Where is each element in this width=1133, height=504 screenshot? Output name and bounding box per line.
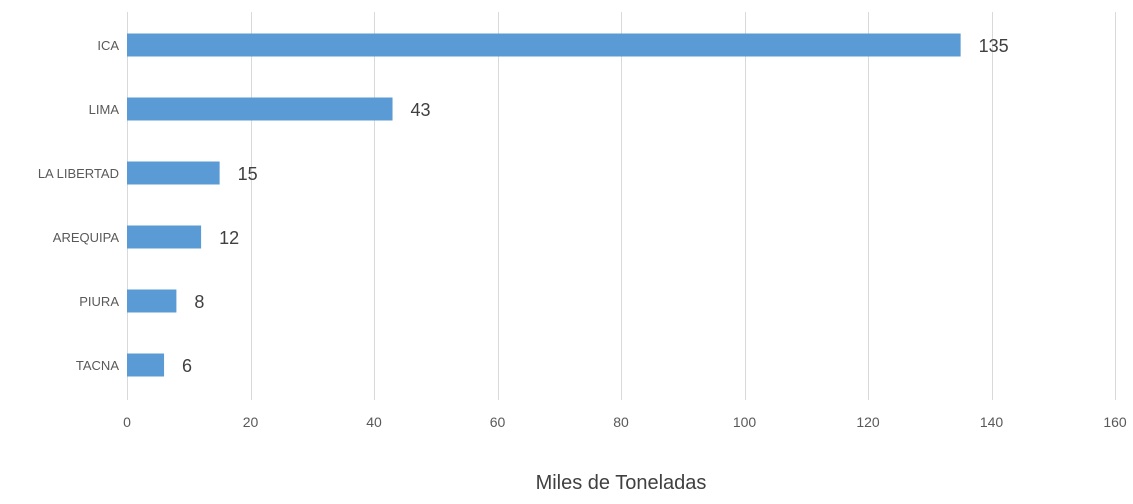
data-label: 43 <box>411 100 431 120</box>
x-tick-label: 0 <box>123 414 131 430</box>
grid-lines <box>127 12 1116 400</box>
data-label: 135 <box>979 36 1009 56</box>
bar <box>127 353 165 377</box>
category-label: AREQUIPA <box>53 230 120 245</box>
data-label: 6 <box>182 356 192 376</box>
labels: 0 20 40 60 80 100 120 140 160 ICA 135 LIMA 43 LA LIBE… <box>38 36 1127 430</box>
category-label: TACNA <box>76 358 119 373</box>
data-label: 12 <box>219 228 239 248</box>
x-tick-label: 60 <box>490 414 506 430</box>
x-tick-label: 120 <box>856 414 880 430</box>
category-label: ICA <box>97 38 119 53</box>
bar <box>127 97 393 121</box>
x-tick-label: 160 <box>1103 414 1127 430</box>
x-tick-label: 100 <box>733 414 757 430</box>
x-tick-label: 80 <box>613 414 629 430</box>
bar <box>127 161 220 185</box>
bar <box>127 289 177 313</box>
bars <box>127 33 961 377</box>
bar <box>127 33 961 57</box>
x-tick-label: 20 <box>243 414 259 430</box>
x-tick-label: 40 <box>366 414 382 430</box>
bar <box>127 225 202 249</box>
x-axis-title: Miles de Toneladas <box>536 472 707 494</box>
x-tick-label: 140 <box>980 414 1004 430</box>
category-label: PIURA <box>79 294 119 309</box>
category-label: LIMA <box>89 102 120 117</box>
category-label: LA LIBERTAD <box>38 166 119 181</box>
data-label: 8 <box>194 292 204 312</box>
data-label: 15 <box>238 164 258 184</box>
